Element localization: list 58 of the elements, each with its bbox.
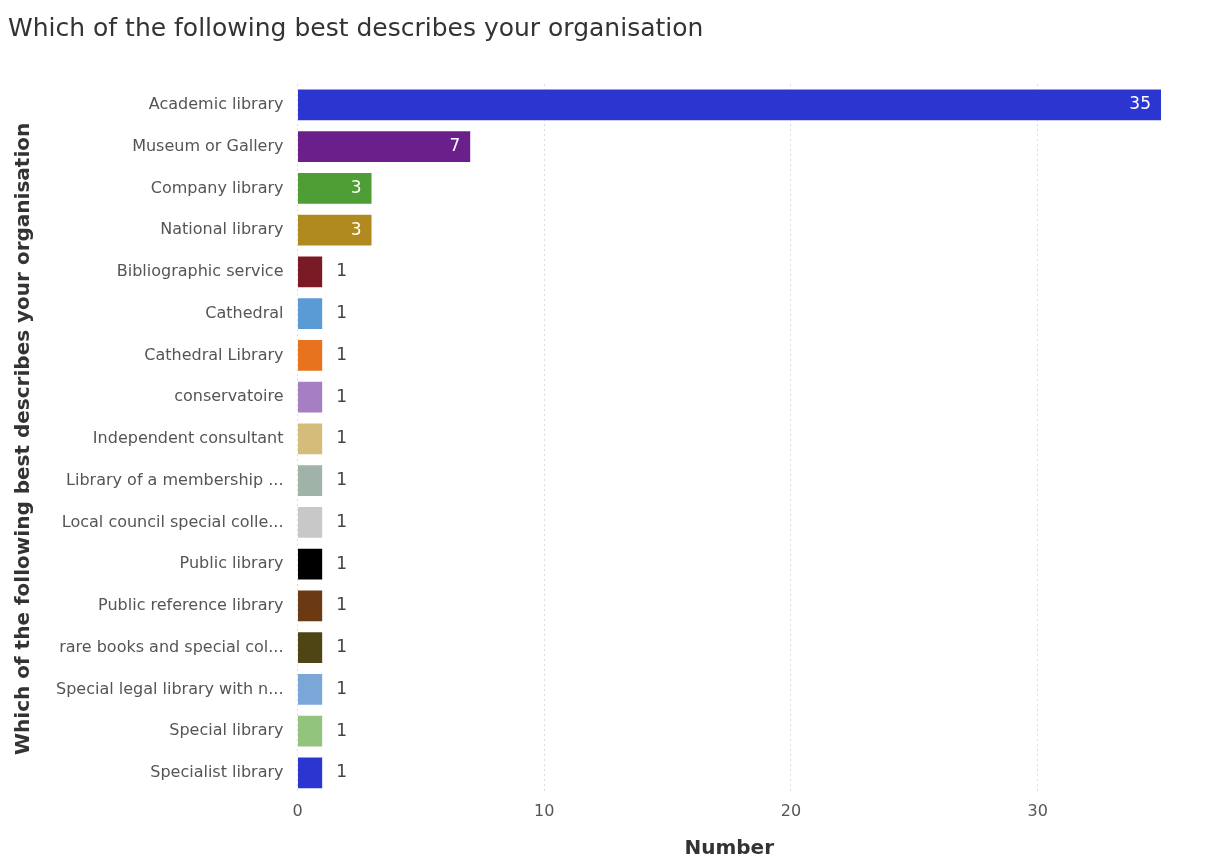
data-label: 3 bbox=[350, 218, 362, 239]
y-tick-label: Cathedral Library bbox=[144, 344, 284, 364]
x-tick-label: 10 bbox=[534, 800, 555, 820]
bar bbox=[298, 131, 471, 163]
y-tick-label: rare books and special col... bbox=[59, 636, 284, 656]
y-axis-title: Which of the following best describes your organisation bbox=[10, 122, 35, 756]
y-tick-label: Academic library bbox=[148, 94, 284, 114]
y-tick-label: Local council special colle... bbox=[61, 511, 284, 531]
bar bbox=[298, 256, 323, 288]
y-tick-label: Special legal library with n... bbox=[55, 678, 284, 698]
bar bbox=[298, 339, 323, 371]
bar bbox=[298, 715, 323, 747]
bar bbox=[298, 214, 372, 246]
data-label: 1 bbox=[336, 510, 348, 531]
data-label: 1 bbox=[336, 761, 348, 782]
chart-title: Which of the following best describes your organisation bbox=[8, 12, 704, 42]
x-axis-title: Number bbox=[684, 835, 775, 860]
x-tick-label: 20 bbox=[780, 800, 802, 820]
bar bbox=[298, 548, 323, 580]
y-tick-label: Bibliographic service bbox=[116, 261, 284, 281]
data-label: 1 bbox=[336, 719, 348, 740]
y-tick-label: Library of a membership ... bbox=[66, 469, 284, 489]
y-tick-label: conservatoire bbox=[174, 386, 284, 406]
y-tick-label: Public library bbox=[179, 553, 284, 573]
data-label: 1 bbox=[336, 385, 348, 406]
data-label: 1 bbox=[336, 427, 348, 448]
data-label: 1 bbox=[336, 594, 348, 615]
y-tick-label: Company library bbox=[150, 177, 284, 197]
bar bbox=[298, 757, 323, 789]
bar bbox=[298, 632, 323, 664]
y-tick-label: Independent consultant bbox=[92, 428, 284, 448]
bar bbox=[298, 590, 323, 622]
data-label: 3 bbox=[350, 176, 362, 197]
bar bbox=[298, 298, 323, 330]
x-tick-label: 30 bbox=[1027, 800, 1048, 820]
y-tick-label: Public reference library bbox=[98, 595, 284, 615]
data-label: 1 bbox=[336, 260, 348, 281]
bar bbox=[298, 465, 323, 497]
data-label: 1 bbox=[336, 469, 348, 490]
x-tick-label: 0 bbox=[292, 800, 303, 820]
data-label: 1 bbox=[336, 343, 348, 364]
data-label: 35 bbox=[1129, 93, 1151, 114]
bar bbox=[298, 674, 323, 705]
data-label: 7 bbox=[449, 135, 461, 156]
bar bbox=[298, 381, 323, 413]
data-label: 1 bbox=[336, 552, 348, 573]
data-label: 1 bbox=[336, 636, 348, 657]
bar bbox=[298, 507, 323, 538]
y-tick-label: Cathedral bbox=[205, 302, 284, 322]
data-label: 1 bbox=[336, 677, 348, 698]
bar bbox=[298, 89, 1161, 121]
y-tick-label: National library bbox=[160, 219, 284, 239]
data-label: 1 bbox=[336, 302, 348, 323]
bar bbox=[298, 172, 372, 204]
y-tick-label: Museum or Gallery bbox=[132, 135, 284, 155]
bar bbox=[298, 423, 323, 455]
y-tick-label: Special library bbox=[169, 720, 284, 740]
y-tick-label: Specialist library bbox=[150, 762, 284, 782]
